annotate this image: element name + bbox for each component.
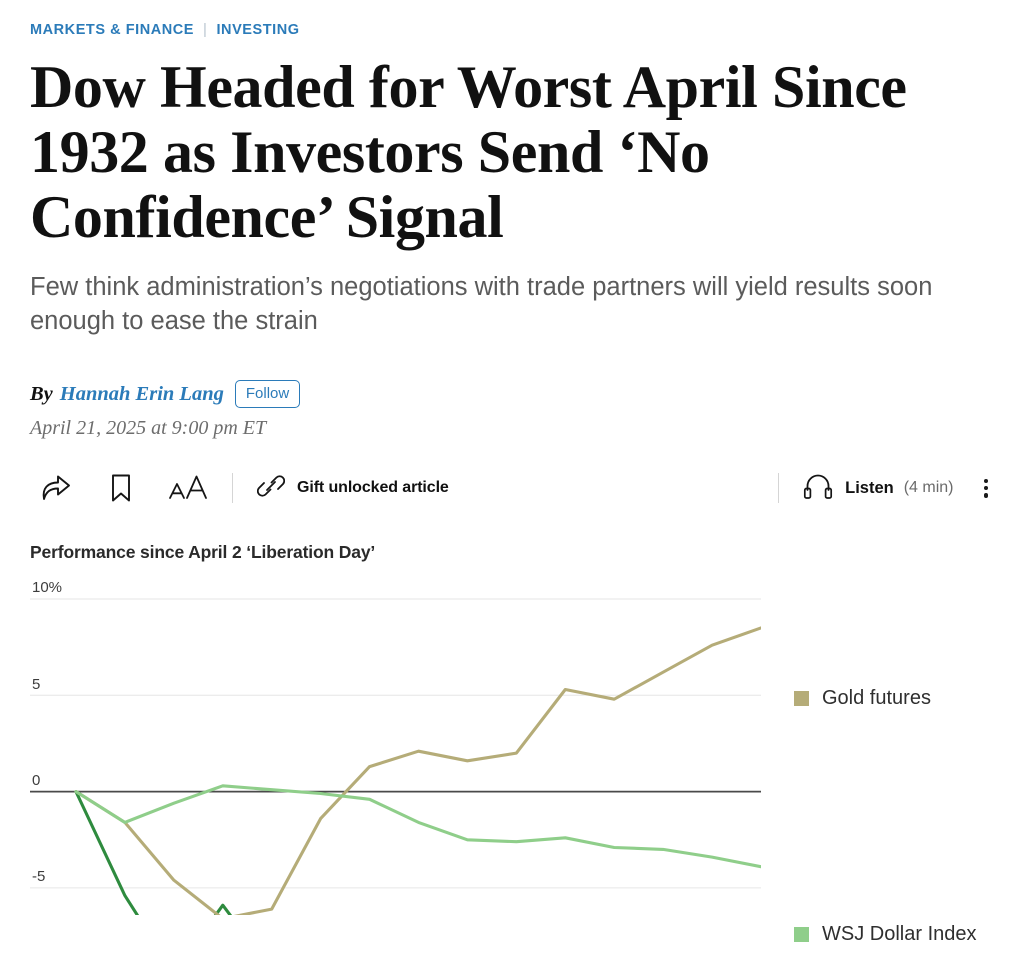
chart-title: Performance since April 2 ‘Liberation Da… [30,542,376,563]
text-size-icon[interactable] [168,473,208,503]
page-title: Dow Headed for Worst April Since 1932 as… [30,54,907,250]
breadcrumb-separator: | [203,21,208,38]
legend-label: WSJ Dollar Index [822,923,977,946]
author-link[interactable]: Hannah Erin Lang [59,382,224,405]
chart-y-tick-label: 10% [32,579,63,597]
headphones-icon [803,471,833,506]
chart-y-tick-label: 0 [32,771,41,789]
article-subhead: Few think administration’s negotiations … [30,273,933,336]
legend-swatch [794,927,809,943]
link-chain-icon [256,472,286,505]
byline-by-label: By [30,382,53,405]
chart-series-line [74,626,761,916]
breadcrumb-investing[interactable]: INVESTING [216,21,300,38]
share-arrow-icon[interactable] [38,473,72,503]
listen-button[interactable]: Listen (4 min) [803,471,954,506]
byline: By Hannah Erin Lang Follow [30,380,994,409]
chart-y-tick-label: -5 [32,868,46,886]
gift-article-label: Gift unlocked article [297,479,449,497]
kebab-menu-icon[interactable] [983,478,988,498]
breadcrumb: MARKETS & FINANCE | INVESTING [30,0,994,38]
performance-chart: Performance since April 2 ‘Liberation Da… [30,542,994,945]
action-divider-left [232,473,233,504]
chart-body: 10% 5 0 -5 Gold futures WSJ Dollar Index [30,579,994,945]
bookmark-icon[interactable] [110,473,132,503]
legend-item: WSJ Dollar Index [794,923,977,946]
legend-swatch [794,691,809,707]
chart-plot-area [30,598,761,916]
article-action-bar: Gift unlocked article Listen (4 min) [30,466,994,510]
chart-series-line [74,784,761,869]
byline-block: By Hannah Erin Lang Follow April 21, 202… [30,380,994,440]
chart-y-tick-label: 5 [32,675,41,693]
listen-label: Listen [845,478,894,497]
action-divider-right [778,473,780,504]
breadcrumb-markets-finance[interactable]: MARKETS & FINANCE [30,21,195,38]
listen-duration: (4 min) [903,479,954,497]
chart-series-line [74,790,233,916]
publish-timestamp: April 21, 2025 at 9:00 pm ET [30,417,267,440]
legend-label: Gold futures [822,687,931,710]
gift-article-button[interactable]: Gift unlocked article [256,472,449,505]
legend-item: Gold futures [794,687,931,710]
follow-button[interactable]: Follow [234,380,301,409]
